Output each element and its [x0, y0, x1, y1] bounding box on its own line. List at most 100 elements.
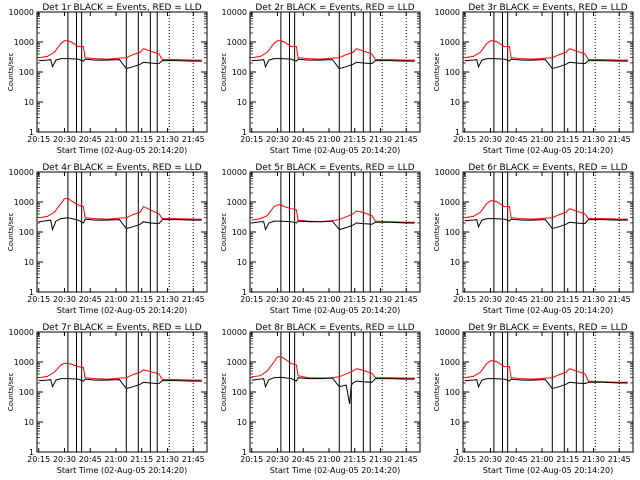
chart-panel: Det 1r BLACK = Events, RED = LLD Counts/s… — [7, 3, 208, 155]
y-axis-label: Counts/sec — [220, 53, 228, 92]
chart-title: Det 9r BLACK = Events, RED = LLD — [468, 323, 627, 333]
events-series-line — [251, 220, 415, 232]
events-series-line — [251, 58, 415, 70]
y-tick-label: 1 — [242, 128, 247, 137]
x-tick-label: 21:45 — [395, 295, 418, 304]
x-tick-label: 20:30 — [53, 295, 76, 304]
x-tick-label: 20:30 — [479, 135, 502, 144]
x-tick-label: 21:00 — [317, 295, 340, 304]
x-tick-label: 20:45 — [79, 455, 102, 464]
plot-frame — [462, 171, 634, 293]
x-tick-label: 20:30 — [53, 135, 76, 144]
x-tick-label: 21:00 — [317, 455, 340, 464]
y-tick-label: 100 — [232, 388, 247, 397]
x-tick-label: 20:45 — [505, 295, 528, 304]
plot-frame — [249, 331, 421, 453]
lld-series-line — [38, 198, 202, 220]
x-tick-label: 21:00 — [530, 295, 553, 304]
x-tick-label: 21:30 — [369, 295, 392, 304]
chart-panel: Det 6r BLACK = Events, RED = LLD Counts/s… — [433, 163, 634, 315]
y-tick-label: 100 — [19, 388, 34, 397]
x-tick-label: 21:30 — [582, 455, 605, 464]
x-tick-label: 21:15 — [556, 295, 579, 304]
y-tick-label: 1000 — [14, 38, 34, 47]
y-tick-label: 1000 — [440, 358, 460, 367]
chart-title: Det 8r BLACK = Events, RED = LLD — [255, 323, 414, 333]
x-tick-label: 20:15 — [453, 455, 476, 464]
x-tick-label: 20:30 — [266, 135, 289, 144]
chart-panel: Det 8r BLACK = Events, RED = LLD Counts/s… — [220, 323, 421, 475]
chart-panel: Det 4r BLACK = Events, RED = LLD Counts/s… — [7, 163, 208, 315]
x-tick-label: 21:15 — [343, 295, 366, 304]
x-axis-label: Start Time (02-Aug-05 20:14:20) — [483, 306, 614, 315]
x-tick-label: 21:15 — [130, 295, 153, 304]
y-tick-label: 100 — [19, 68, 34, 77]
chart-title: Det 6r BLACK = Events, RED = LLD — [468, 163, 627, 173]
x-tick-label: 20:45 — [505, 455, 528, 464]
x-tick-label: 21:15 — [556, 455, 579, 464]
y-tick-label: 1000 — [440, 38, 460, 47]
x-tick-label: 21:45 — [395, 135, 418, 144]
y-tick-label: 10 — [450, 258, 460, 267]
plot-frame — [36, 171, 208, 293]
y-tick-label: 10000 — [9, 8, 34, 17]
x-axis-label: Start Time (02-Aug-05 20:14:20) — [270, 146, 401, 155]
lld-series-line — [251, 356, 415, 379]
x-tick-label: 21:30 — [369, 455, 392, 464]
events-series-line — [38, 58, 202, 70]
lld-series-line — [464, 40, 628, 61]
x-tick-label: 20:45 — [79, 295, 102, 304]
y-tick-label: 100 — [232, 228, 247, 237]
chart-title: Det 5r BLACK = Events, RED = LLD — [255, 163, 414, 173]
y-tick-label: 1 — [29, 288, 34, 297]
lld-series-line — [251, 40, 415, 61]
y-tick-label: 10000 — [222, 8, 247, 17]
x-tick-label: 21:00 — [104, 455, 127, 464]
x-tick-label: 20:15 — [453, 295, 476, 304]
x-tick-label: 21:00 — [317, 135, 340, 144]
y-tick-label: 1 — [242, 288, 247, 297]
y-tick-label: 10 — [450, 418, 460, 427]
x-tick-label: 20:15 — [240, 135, 263, 144]
y-tick-label: 1 — [455, 128, 460, 137]
y-axis-label: Counts/sec — [7, 213, 15, 252]
y-tick-label: 1000 — [14, 198, 34, 207]
plot-frame — [249, 171, 421, 293]
y-tick-label: 10000 — [435, 168, 460, 177]
x-tick-label: 21:45 — [182, 135, 205, 144]
x-tick-label: 20:45 — [292, 135, 315, 144]
x-tick-label: 21:15 — [343, 455, 366, 464]
x-tick-label: 21:30 — [156, 295, 179, 304]
lld-series-line — [464, 200, 628, 220]
x-tick-label: 20:15 — [27, 455, 50, 464]
y-tick-label: 10 — [237, 418, 247, 427]
lld-series-line — [251, 204, 415, 223]
y-tick-label: 10 — [24, 98, 34, 107]
y-tick-label: 100 — [445, 68, 460, 77]
chart-title: Det 3r BLACK = Events, RED = LLD — [468, 3, 627, 13]
x-tick-label: 20:30 — [266, 455, 289, 464]
x-tick-label: 20:30 — [53, 455, 76, 464]
y-tick-label: 10000 — [435, 328, 460, 337]
x-tick-label: 21:00 — [104, 295, 127, 304]
x-tick-label: 20:15 — [240, 455, 263, 464]
y-tick-label: 10 — [237, 98, 247, 107]
lld-series-line — [38, 362, 202, 381]
x-axis-label: Start Time (02-Aug-05 20:14:20) — [483, 146, 614, 155]
x-tick-label: 20:15 — [240, 295, 263, 304]
y-tick-label: 10 — [237, 258, 247, 267]
x-tick-label: 20:15 — [27, 135, 50, 144]
plot-frame — [36, 331, 208, 453]
y-tick-label: 10000 — [435, 8, 460, 17]
x-axis-label: Start Time (02-Aug-05 20:14:20) — [270, 466, 401, 475]
y-axis-label: Counts/sec — [7, 373, 15, 412]
y-tick-label: 10000 — [222, 168, 247, 177]
x-tick-label: 20:45 — [292, 455, 315, 464]
y-axis-label: Counts/sec — [220, 373, 228, 412]
chart-title: Det 1r BLACK = Events, RED = LLD — [42, 3, 201, 13]
y-axis-label: Counts/sec — [433, 373, 441, 412]
x-tick-label: 21:15 — [343, 135, 366, 144]
y-tick-label: 10000 — [9, 328, 34, 337]
x-tick-label: 21:45 — [182, 455, 205, 464]
